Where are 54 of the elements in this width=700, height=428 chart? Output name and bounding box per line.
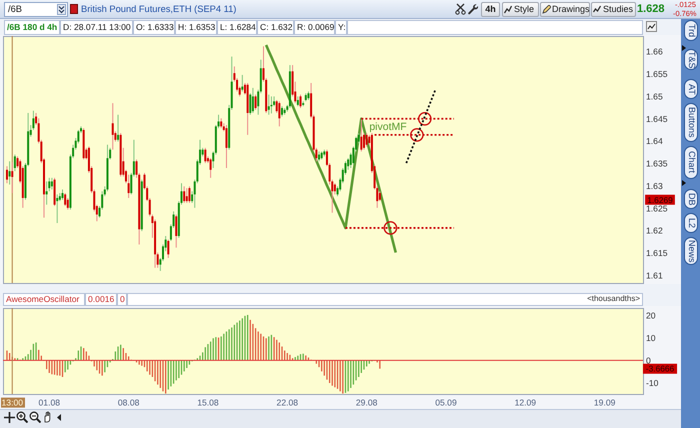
text: 0 (120, 294, 125, 304)
chart-title: British Pound Futures,ETH (SEP4 11) (81, 4, 236, 15)
text: Y: (338, 22, 346, 32)
y-tick-label: 20 (646, 310, 656, 321)
y-tick-label: 1.645 (646, 114, 668, 124)
text: L2 (686, 218, 697, 228)
chart-title: AwesomeOscillator (6, 294, 80, 304)
x-tick-label: 08.08 (118, 398, 140, 408)
text: Drawings (552, 4, 590, 14)
y-tick-label: 1.615 (646, 248, 668, 258)
text: 4h (485, 4, 496, 14)
y-tick-label: 1.655 (646, 69, 668, 80)
y-tick-label: -10 (646, 378, 659, 388)
x-tick-label: 29.08 (356, 398, 378, 408)
text: O: 1.6333 (136, 22, 174, 32)
series-label: pivotMF (369, 120, 407, 133)
x-tick-label: 01.08 (38, 398, 60, 408)
y-tick-label: 10 (646, 333, 656, 344)
y-tick-label: 1.66 (646, 46, 663, 57)
y-tick-label: 0 (646, 355, 651, 366)
text: Style (514, 4, 534, 14)
text: -3.6666 (646, 364, 675, 374)
text: T&S (686, 50, 697, 68)
text: News (686, 240, 697, 262)
y-tick-label: 1.635 (646, 158, 668, 169)
text: AT (686, 84, 697, 94)
text: Buttons (686, 107, 697, 138)
x-tick-label: 12.09 (514, 398, 536, 408)
y-tick-label: 1.625 (646, 203, 668, 214)
text: H: 1.6353 (178, 22, 216, 32)
y-tick-label: 1.62 (646, 226, 663, 236)
text: D: 28.07.11 13:00 (63, 22, 131, 32)
text: 1.628 (637, 3, 665, 16)
x-tick-label: 13:00 (2, 398, 24, 408)
y-tick-label: 1.65 (646, 91, 663, 102)
x-tick-label: 19.09 (594, 398, 616, 408)
text: L: 1.6284 (220, 22, 256, 32)
text: /6B 180 d 4h (7, 22, 58, 32)
text: DB (686, 192, 697, 206)
text: 1.6269 (647, 194, 674, 205)
x-tick-label: 05.09 (435, 398, 457, 408)
y-tick-label: 1.64 (646, 136, 663, 146)
text: R: 0.0069 (297, 22, 334, 32)
y-tick-label: 1.61 (646, 270, 663, 280)
text: /6B (8, 4, 22, 15)
x-tick-label: 15.08 (197, 398, 219, 408)
text: Studies (603, 4, 634, 14)
text: 0.0016 (88, 294, 114, 304)
text: Trd (686, 24, 697, 38)
x-tick-label: 22.08 (276, 398, 298, 408)
text: Chart (686, 151, 697, 174)
y-tick-label: 1.63 (646, 180, 663, 191)
text: C: 1.632 (260, 22, 292, 32)
y-axis-title: <thousandths> (587, 294, 640, 304)
